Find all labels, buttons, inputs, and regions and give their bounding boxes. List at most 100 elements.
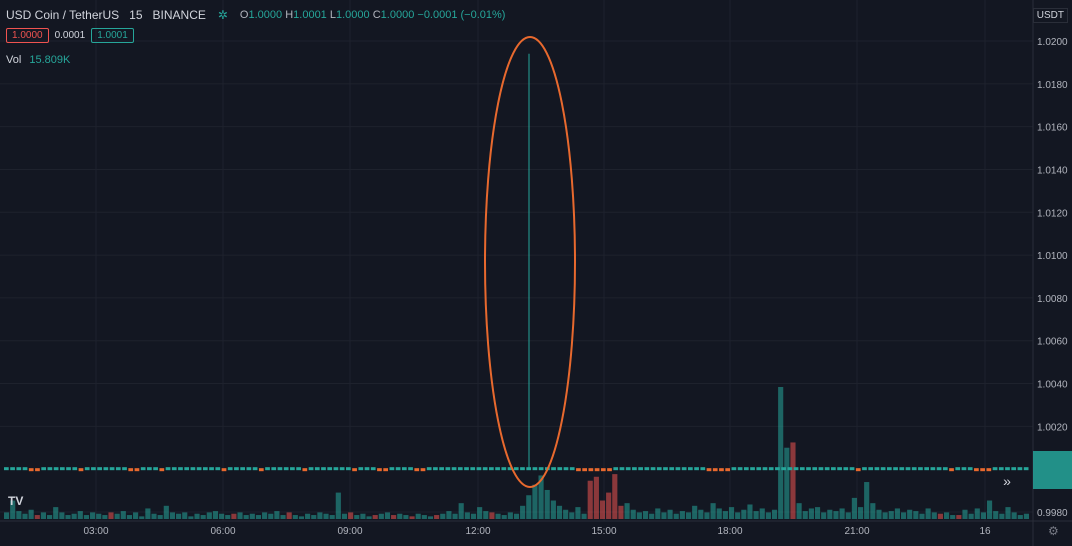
volume-bar [176, 513, 182, 519]
volume-bar [876, 509, 882, 519]
candle [296, 467, 301, 471]
volume-bar [268, 513, 274, 519]
candle [557, 467, 563, 471]
time-axis[interactable]: 03:00 06:00 09:00 12:00 15:00 18:00 21:00 16 [83, 526, 991, 537]
candle [843, 467, 849, 471]
candle [153, 467, 158, 471]
candle [812, 467, 818, 471]
volume-bar [83, 515, 90, 519]
candle [122, 467, 127, 471]
candle [656, 467, 662, 471]
buy-button[interactable]: 1.0001 [91, 28, 134, 43]
candle [134, 468, 140, 472]
candle [35, 468, 40, 472]
timeframe[interactable]: 15 [129, 8, 143, 22]
candle [675, 467, 681, 471]
price-tick-label: 1.0200 [1037, 37, 1068, 48]
volume-bar [219, 513, 225, 519]
volume-bar [391, 515, 397, 519]
price-axis[interactable]: 1.0200 1.0180 1.0160 1.0140 1.0120 1.0100 1.00… [1037, 37, 1068, 519]
candle [868, 467, 874, 471]
volume-label[interactable]: Vol [6, 54, 22, 66]
currency-label[interactable]: USDT [1032, 8, 1068, 23]
candle [91, 467, 96, 471]
volume-bar [335, 492, 341, 519]
volume-bar [243, 515, 249, 519]
volume-legend: Vol 15.809K [6, 54, 70, 66]
volume-bar [317, 512, 323, 519]
volume-bar [397, 513, 403, 519]
candle [551, 467, 556, 471]
candle [16, 467, 22, 471]
candle [433, 467, 438, 471]
volume-bar [814, 507, 821, 519]
candle [762, 467, 768, 471]
volume-bar [649, 513, 655, 519]
volume-bar [581, 513, 587, 519]
time-tick-label: 16 [979, 526, 991, 537]
candle [700, 467, 706, 471]
candle [688, 467, 693, 471]
volume-bar [169, 512, 176, 519]
candle [252, 467, 258, 471]
volume-bar [188, 516, 194, 519]
candle [799, 467, 805, 471]
volume-bar [34, 515, 40, 519]
candle [775, 467, 780, 471]
volume-bar [139, 516, 145, 519]
candle [594, 468, 600, 472]
volume-bar [950, 515, 956, 519]
tradingview-logo-icon[interactable]: TV [8, 494, 24, 508]
volume-bar [231, 513, 237, 519]
volume-bar [771, 509, 778, 519]
candle [426, 467, 432, 471]
volume-bar [163, 505, 169, 519]
volume-bar [827, 509, 833, 519]
candle [998, 467, 1004, 471]
candle [476, 467, 482, 471]
candle [234, 467, 239, 471]
gear-icon[interactable]: ⚙ [1048, 524, 1059, 538]
volume-bar [249, 513, 255, 519]
candle [258, 468, 264, 472]
candle [986, 468, 992, 472]
volume-bar [655, 508, 661, 519]
volume-bar [673, 513, 679, 519]
price-tick-label: 1.0120 [1037, 208, 1068, 219]
volume-bar [415, 513, 421, 519]
scroll-to-realtime-icon[interactable]: » [1003, 473, 1011, 489]
volume-bar [956, 515, 962, 519]
volume-bar [833, 511, 839, 519]
candle [327, 467, 333, 471]
volume-bar [77, 511, 83, 519]
candle [607, 468, 612, 472]
candle [961, 467, 967, 471]
volume-bar [477, 507, 483, 519]
volume-bar [900, 512, 907, 519]
volume-bar [409, 516, 415, 519]
symbol-name[interactable]: USD Coin / TetherUS [6, 8, 120, 22]
volume-bar [526, 495, 532, 519]
candle [1023, 467, 1029, 471]
candle [339, 467, 345, 471]
volume-bar [907, 509, 913, 519]
candle [246, 467, 252, 471]
volume-bar [1011, 512, 1017, 519]
candle [974, 468, 979, 472]
candle [202, 467, 208, 471]
volume-bar [495, 513, 501, 519]
volume-bar [341, 513, 348, 519]
volume-bar [808, 508, 814, 519]
volume-bar [642, 511, 649, 519]
price-tick-label: 1.0160 [1037, 123, 1068, 134]
candle [1005, 467, 1010, 471]
candle [905, 467, 911, 471]
volume-bar [980, 512, 986, 519]
volume-bar [692, 505, 698, 519]
candle [831, 467, 836, 471]
volume-bar [71, 513, 77, 519]
sell-button[interactable]: 1.0000 [6, 28, 49, 43]
volume-bar [710, 503, 716, 519]
volume-bar [716, 508, 722, 519]
